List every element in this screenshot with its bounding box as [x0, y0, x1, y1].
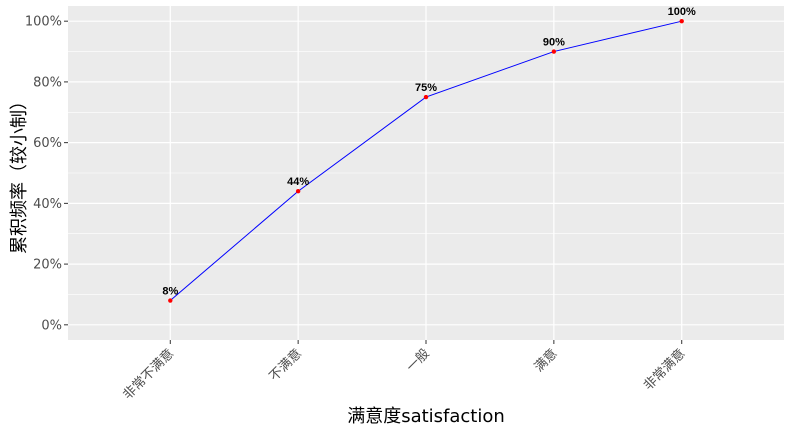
x-tick-label: 满意	[531, 346, 561, 376]
data-point	[168, 298, 173, 303]
y-tick-label: 80%	[33, 75, 62, 90]
data-point	[423, 94, 429, 100]
data-label: 90%	[543, 37, 565, 49]
y-tick-label: 60%	[33, 136, 62, 151]
data-label: 44%	[287, 176, 309, 188]
y-tick-label: 0%	[41, 318, 62, 333]
y-tick-label: 40%	[33, 197, 62, 212]
data-label: 75%	[415, 82, 437, 94]
x-tick-label: 一般	[403, 346, 433, 376]
x-axis: 非常不满意 不满意 一般 满意 非常满意	[120, 340, 689, 403]
data-label: 8%	[162, 286, 178, 298]
major-gridlines	[68, 6, 784, 340]
x-tick-label: 非常不满意	[120, 346, 177, 403]
data-points	[168, 18, 684, 303]
data-point	[551, 49, 557, 54]
x-tick-label: 非常满意	[640, 346, 688, 394]
x-tick-label: 不满意	[266, 346, 305, 385]
y-axis-title: 累积频率（较小制）	[9, 92, 30, 254]
y-tick-label: 20%	[33, 258, 62, 273]
y-tick-label: 100%	[25, 15, 62, 30]
data-point	[679, 18, 684, 24]
y-axis: 0% 20% 40% 60% 80% 100%	[25, 15, 68, 333]
data-point	[295, 189, 301, 194]
data-label: 100%	[668, 6, 696, 18]
data-labels: 8% 44% 75% 90% 100%	[162, 6, 696, 297]
x-axis-title: 满意度satisfaction	[347, 406, 505, 427]
